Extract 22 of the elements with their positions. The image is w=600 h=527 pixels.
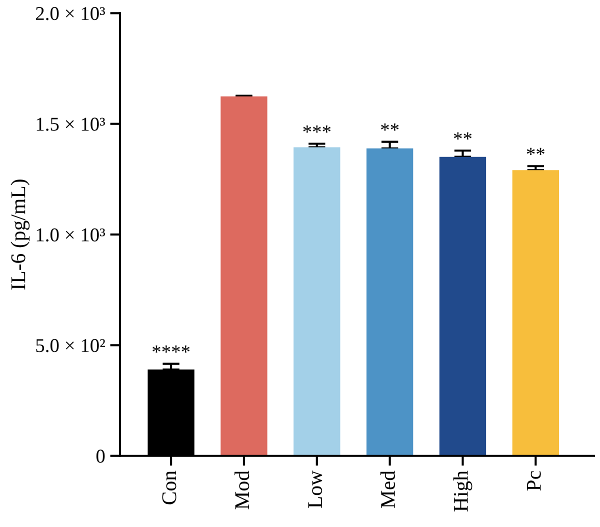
y-axis-title: IL-6 (pg/mL): [10, 180, 30, 290]
y-tick-label: 2.0 × 10³: [36, 6, 106, 20]
annotation: **: [526, 148, 544, 155]
y-tick-label: 0: [96, 450, 105, 463]
y-tick-label: 1.5 × 10³: [36, 118, 106, 131]
y-tick-label: 1.0 × 10³: [36, 228, 106, 242]
annotation: ****: [152, 346, 190, 353]
x-tick-label: Med: [380, 470, 396, 508]
bar: [366, 148, 414, 456]
x-tick-label: Low: [308, 470, 322, 508]
x-tick-label: Mod: [234, 470, 250, 510]
bar: [439, 156, 486, 456]
x-tick-label: Pc: [527, 471, 541, 491]
annotation: ***: [303, 126, 331, 133]
y-tick-label: 5.0 × 10²: [36, 339, 105, 352]
bar: [220, 96, 268, 456]
annotation: **: [381, 124, 399, 131]
x-tick-label: High: [453, 470, 472, 512]
annotation: **: [454, 132, 472, 140]
bar: [512, 170, 559, 456]
x-tick-label: Con: [162, 470, 176, 504]
bar: [294, 147, 340, 456]
